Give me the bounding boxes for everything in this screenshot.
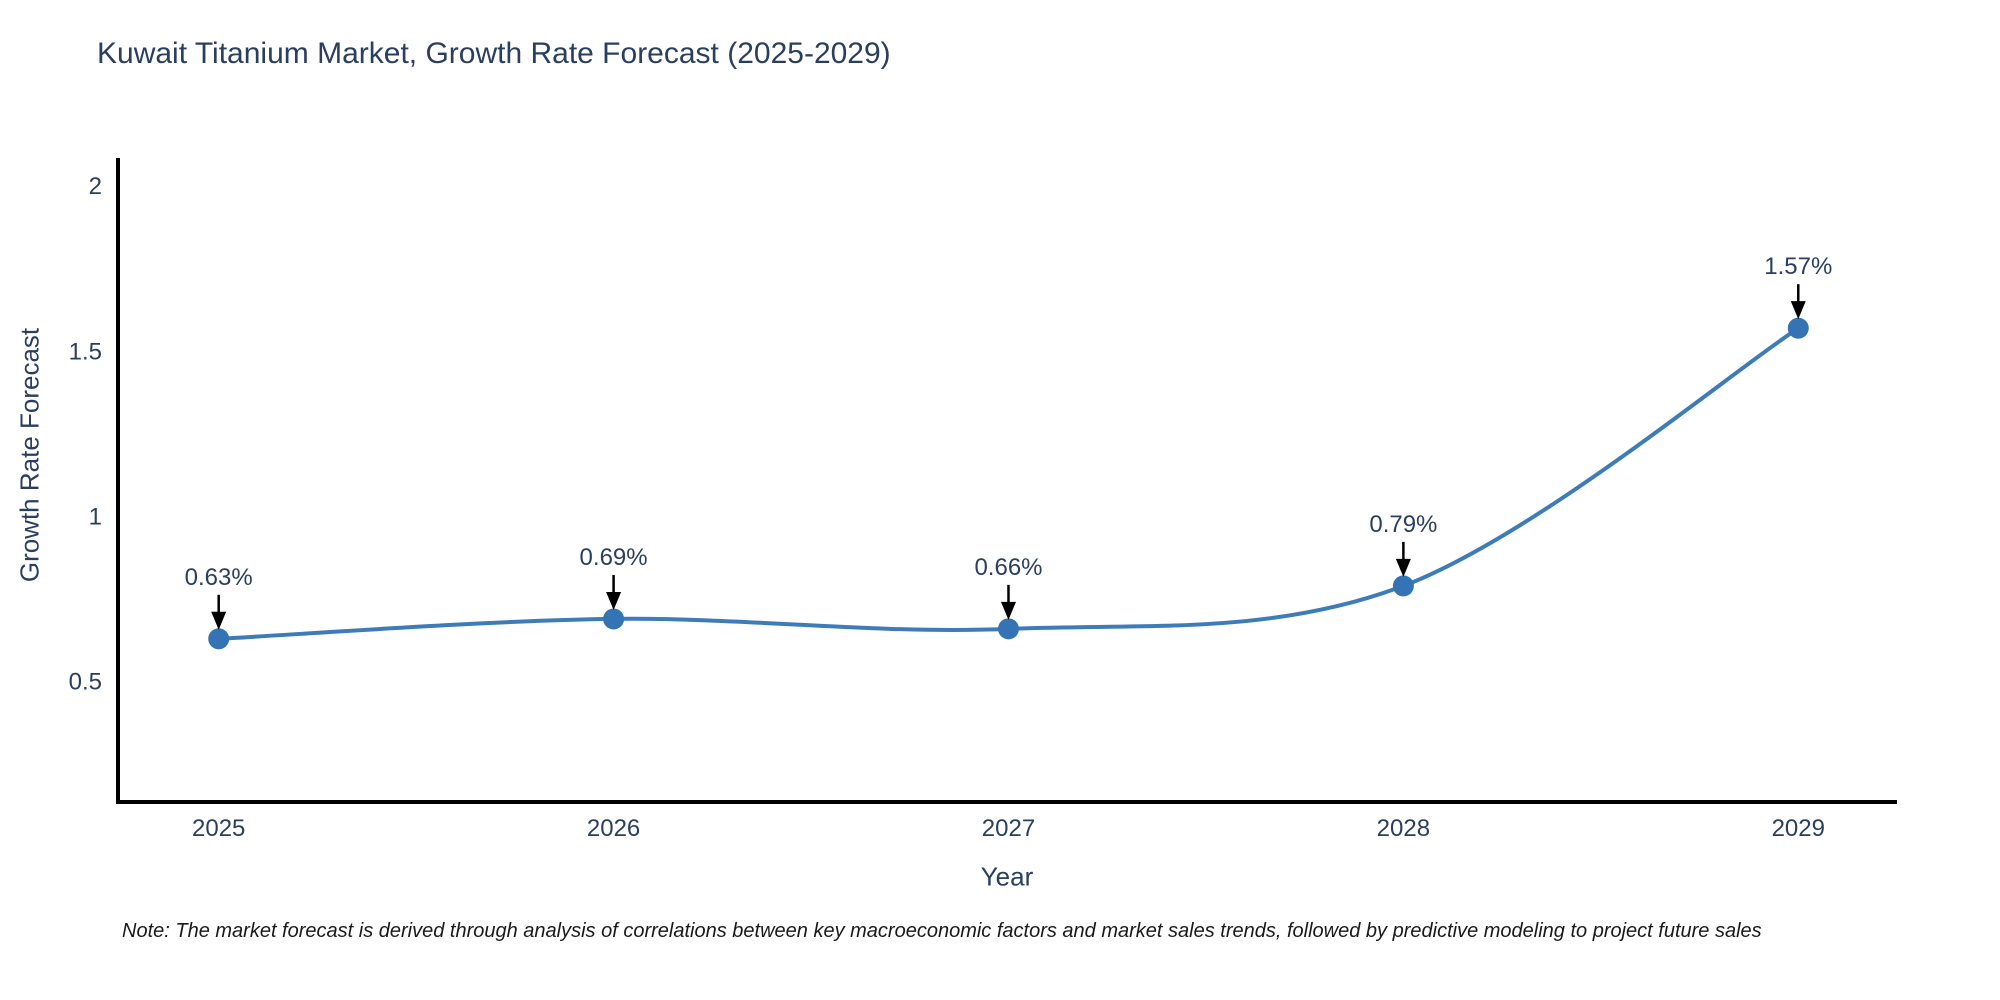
y-tick-label: 1 bbox=[89, 504, 102, 531]
x-tick-label: 2026 bbox=[587, 815, 640, 842]
x-tick-label: 2029 bbox=[1772, 815, 1825, 842]
data-point-marker bbox=[997, 618, 1019, 640]
data-point-marker bbox=[603, 608, 625, 630]
annotation-arrowhead bbox=[1790, 301, 1806, 320]
y-tick-label: 2 bbox=[89, 173, 102, 200]
x-axis-label: Year bbox=[980, 861, 1034, 892]
annotation-arrowhead bbox=[606, 591, 622, 610]
chart-title: Kuwait Titanium Market, Growth Rate Fore… bbox=[97, 37, 891, 70]
annotation-arrowhead bbox=[211, 611, 227, 630]
data-point-marker bbox=[208, 628, 230, 650]
y-tick-label: 1.5 bbox=[69, 338, 102, 365]
point-annotation-label: 1.57% bbox=[1764, 253, 1832, 280]
point-annotation-label: 0.63% bbox=[185, 564, 253, 591]
point-annotation-label: 0.69% bbox=[580, 544, 648, 571]
y-tick-label: 0.5 bbox=[69, 669, 102, 696]
point-annotation-label: 0.66% bbox=[974, 554, 1042, 581]
annotation-arrowhead bbox=[1000, 601, 1016, 620]
x-tick-label: 2028 bbox=[1377, 815, 1430, 842]
data-point-marker bbox=[1392, 575, 1414, 597]
point-annotation-label: 0.79% bbox=[1369, 511, 1437, 538]
x-tick-label: 2025 bbox=[192, 815, 245, 842]
annotation-arrowhead bbox=[1395, 558, 1411, 577]
footnote: Note: The market forecast is derived thr… bbox=[122, 920, 1762, 942]
x-tick-label: 2027 bbox=[982, 815, 1035, 842]
data-point-marker bbox=[1787, 317, 1809, 339]
